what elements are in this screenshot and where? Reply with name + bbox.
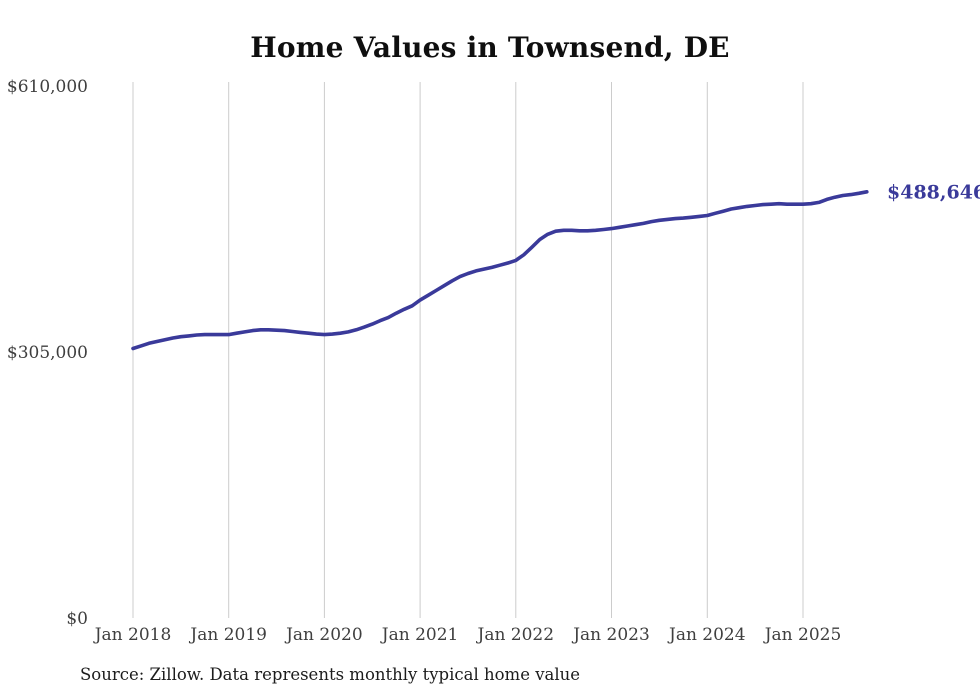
- x-tick-label: Jan 2018: [93, 625, 172, 645]
- source-note: Source: Zillow. Data represents monthly …: [80, 665, 581, 684]
- x-tick-label: Jan 2024: [667, 625, 746, 645]
- home-value-line: [131, 190, 869, 351]
- x-tick-label: Jan 2022: [476, 625, 555, 645]
- y-tick-label: $610,000: [7, 77, 88, 97]
- x-tick-label: Jan 2019: [188, 625, 267, 645]
- x-tick-label: Jan 2023: [571, 625, 650, 645]
- end-value-label: $488,646: [887, 181, 980, 203]
- chart-title: Home Values in Townsend, DE: [250, 31, 730, 64]
- x-tick-label: Jan 2020: [284, 625, 363, 645]
- x-tick-label: Jan 2021: [380, 625, 459, 645]
- y-tick-label: $0: [66, 609, 88, 629]
- x-tick-label: Jan 2025: [763, 625, 842, 645]
- y-tick-label: $305,000: [7, 343, 88, 363]
